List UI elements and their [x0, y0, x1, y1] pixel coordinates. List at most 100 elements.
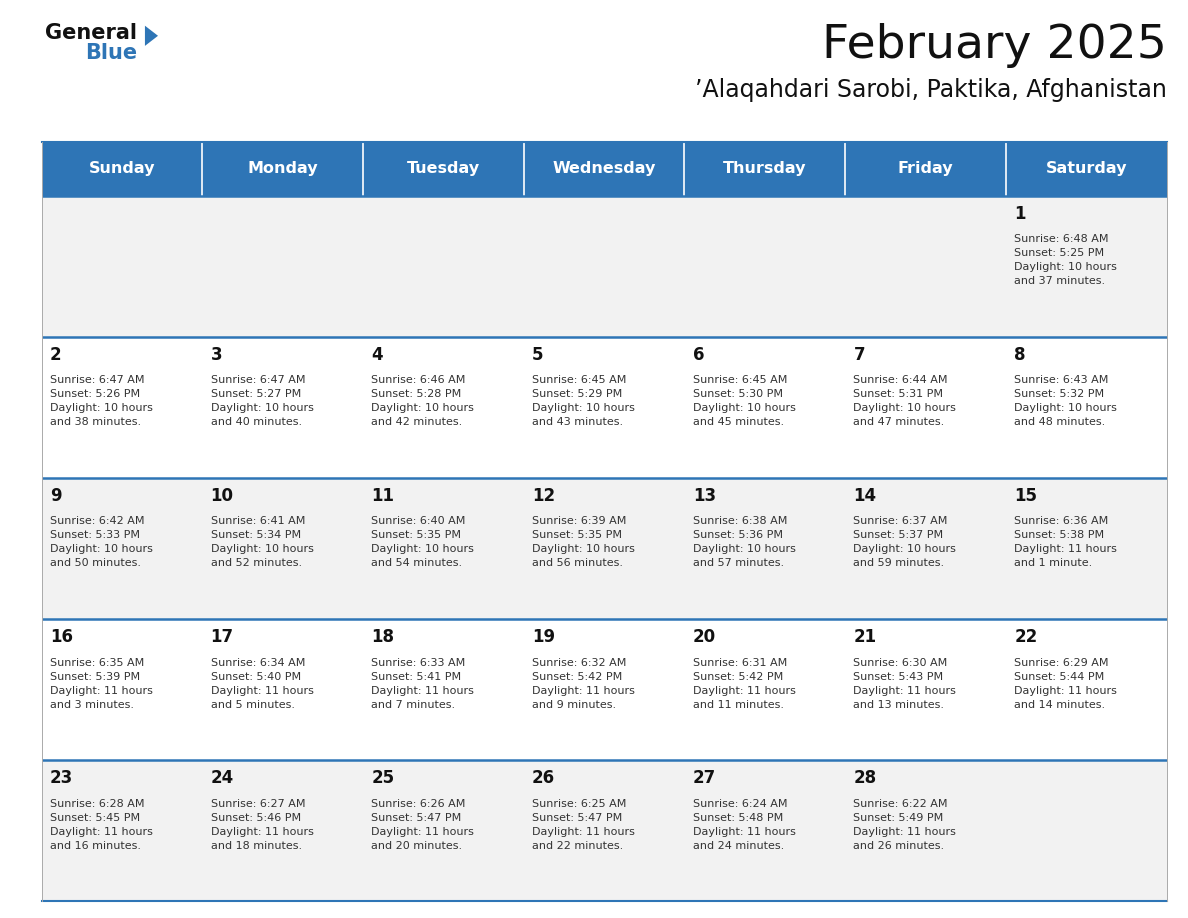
Bar: [1006, 337, 1167, 478]
Text: Sunrise: 6:28 AM
Sunset: 5:45 PM
Daylight: 11 hours
and 16 minutes.: Sunrise: 6:28 AM Sunset: 5:45 PM Dayligh…: [50, 799, 153, 851]
Text: 27: 27: [693, 769, 716, 788]
Text: 16: 16: [50, 628, 72, 646]
Bar: [524, 337, 684, 478]
Bar: [524, 478, 684, 619]
Text: 19: 19: [532, 628, 555, 646]
Text: 3: 3: [210, 346, 222, 364]
Text: Sunrise: 6:37 AM
Sunset: 5:37 PM
Daylight: 10 hours
and 59 minutes.: Sunrise: 6:37 AM Sunset: 5:37 PM Dayligh…: [853, 517, 956, 568]
Text: 18: 18: [372, 628, 394, 646]
Text: Sunrise: 6:30 AM
Sunset: 5:43 PM
Daylight: 11 hours
and 13 minutes.: Sunrise: 6:30 AM Sunset: 5:43 PM Dayligh…: [853, 657, 956, 710]
Bar: [364, 337, 524, 478]
Bar: [524, 760, 684, 901]
Text: Sunrise: 6:31 AM
Sunset: 5:42 PM
Daylight: 11 hours
and 11 minutes.: Sunrise: 6:31 AM Sunset: 5:42 PM Dayligh…: [693, 657, 796, 710]
Text: 22: 22: [1015, 628, 1037, 646]
Text: 9: 9: [50, 487, 62, 505]
Text: Monday: Monday: [247, 162, 318, 176]
Bar: [845, 337, 1006, 478]
Text: Sunrise: 6:24 AM
Sunset: 5:48 PM
Daylight: 11 hours
and 24 minutes.: Sunrise: 6:24 AM Sunset: 5:48 PM Dayligh…: [693, 799, 796, 851]
Bar: [524, 196, 684, 337]
Text: Thursday: Thursday: [723, 162, 807, 176]
Bar: [684, 196, 845, 337]
Bar: [364, 196, 524, 337]
Text: Sunrise: 6:25 AM
Sunset: 5:47 PM
Daylight: 11 hours
and 22 minutes.: Sunrise: 6:25 AM Sunset: 5:47 PM Dayligh…: [532, 799, 634, 851]
Bar: [684, 337, 845, 478]
Bar: [202, 337, 364, 478]
Text: Sunrise: 6:45 AM
Sunset: 5:29 PM
Daylight: 10 hours
and 43 minutes.: Sunrise: 6:45 AM Sunset: 5:29 PM Dayligh…: [532, 375, 634, 427]
Text: 15: 15: [1015, 487, 1037, 505]
Bar: [42, 196, 202, 337]
Text: Sunrise: 6:47 AM
Sunset: 5:26 PM
Daylight: 10 hours
and 38 minutes.: Sunrise: 6:47 AM Sunset: 5:26 PM Dayligh…: [50, 375, 153, 427]
Bar: [42, 478, 202, 619]
Text: Sunrise: 6:38 AM
Sunset: 5:36 PM
Daylight: 10 hours
and 57 minutes.: Sunrise: 6:38 AM Sunset: 5:36 PM Dayligh…: [693, 517, 796, 568]
Bar: [42, 760, 202, 901]
Text: Sunrise: 6:34 AM
Sunset: 5:40 PM
Daylight: 11 hours
and 5 minutes.: Sunrise: 6:34 AM Sunset: 5:40 PM Dayligh…: [210, 657, 314, 710]
Bar: [684, 760, 845, 901]
Bar: [202, 196, 364, 337]
Bar: [202, 760, 364, 901]
Text: Sunrise: 6:33 AM
Sunset: 5:41 PM
Daylight: 11 hours
and 7 minutes.: Sunrise: 6:33 AM Sunset: 5:41 PM Dayligh…: [372, 657, 474, 710]
Text: ’Alaqahdari Sarobi, Paktika, Afghanistan: ’Alaqahdari Sarobi, Paktika, Afghanistan: [695, 78, 1167, 102]
Text: 23: 23: [50, 769, 74, 788]
Text: 20: 20: [693, 628, 716, 646]
Bar: [524, 142, 684, 196]
Bar: [1006, 619, 1167, 760]
Text: February 2025: February 2025: [822, 23, 1167, 68]
Bar: [364, 478, 524, 619]
Text: 7: 7: [853, 346, 865, 364]
Bar: [524, 619, 684, 760]
Bar: [202, 619, 364, 760]
Bar: [845, 760, 1006, 901]
Bar: [42, 142, 202, 196]
Text: 11: 11: [372, 487, 394, 505]
Text: 5: 5: [532, 346, 544, 364]
Text: General: General: [45, 23, 137, 43]
Text: Sunrise: 6:26 AM
Sunset: 5:47 PM
Daylight: 11 hours
and 20 minutes.: Sunrise: 6:26 AM Sunset: 5:47 PM Dayligh…: [372, 799, 474, 851]
Text: 2: 2: [50, 346, 62, 364]
Text: Friday: Friday: [898, 162, 953, 176]
Text: 28: 28: [853, 769, 877, 788]
Bar: [1006, 142, 1167, 196]
Bar: [845, 196, 1006, 337]
Text: Sunrise: 6:36 AM
Sunset: 5:38 PM
Daylight: 11 hours
and 1 minute.: Sunrise: 6:36 AM Sunset: 5:38 PM Dayligh…: [1015, 517, 1117, 568]
Text: 25: 25: [372, 769, 394, 788]
Text: 6: 6: [693, 346, 704, 364]
Text: Tuesday: Tuesday: [406, 162, 480, 176]
Bar: [42, 337, 202, 478]
Bar: [42, 619, 202, 760]
Bar: [202, 478, 364, 619]
Bar: [364, 619, 524, 760]
Text: Sunrise: 6:39 AM
Sunset: 5:35 PM
Daylight: 10 hours
and 56 minutes.: Sunrise: 6:39 AM Sunset: 5:35 PM Dayligh…: [532, 517, 634, 568]
Text: Sunrise: 6:27 AM
Sunset: 5:46 PM
Daylight: 11 hours
and 18 minutes.: Sunrise: 6:27 AM Sunset: 5:46 PM Dayligh…: [210, 799, 314, 851]
Text: Sunrise: 6:41 AM
Sunset: 5:34 PM
Daylight: 10 hours
and 52 minutes.: Sunrise: 6:41 AM Sunset: 5:34 PM Dayligh…: [210, 517, 314, 568]
Bar: [1006, 478, 1167, 619]
Text: 13: 13: [693, 487, 716, 505]
Bar: [364, 142, 524, 196]
Bar: [1006, 760, 1167, 901]
Polygon shape: [145, 26, 158, 46]
Text: 10: 10: [210, 487, 234, 505]
Text: 17: 17: [210, 628, 234, 646]
Text: Saturday: Saturday: [1045, 162, 1127, 176]
Bar: [1006, 196, 1167, 337]
Bar: [684, 142, 845, 196]
Text: 24: 24: [210, 769, 234, 788]
Text: Sunrise: 6:43 AM
Sunset: 5:32 PM
Daylight: 10 hours
and 48 minutes.: Sunrise: 6:43 AM Sunset: 5:32 PM Dayligh…: [1015, 375, 1117, 427]
Text: 26: 26: [532, 769, 555, 788]
Text: 4: 4: [372, 346, 383, 364]
Bar: [684, 619, 845, 760]
Text: Sunrise: 6:42 AM
Sunset: 5:33 PM
Daylight: 10 hours
and 50 minutes.: Sunrise: 6:42 AM Sunset: 5:33 PM Dayligh…: [50, 517, 153, 568]
Text: 12: 12: [532, 487, 555, 505]
Text: Sunrise: 6:45 AM
Sunset: 5:30 PM
Daylight: 10 hours
and 45 minutes.: Sunrise: 6:45 AM Sunset: 5:30 PM Dayligh…: [693, 375, 796, 427]
Text: 21: 21: [853, 628, 877, 646]
Text: 1: 1: [1015, 205, 1025, 223]
Text: Blue: Blue: [86, 43, 138, 63]
Bar: [364, 760, 524, 901]
Text: Sunday: Sunday: [89, 162, 156, 176]
Text: Sunrise: 6:29 AM
Sunset: 5:44 PM
Daylight: 11 hours
and 14 minutes.: Sunrise: 6:29 AM Sunset: 5:44 PM Dayligh…: [1015, 657, 1117, 710]
Text: Wednesday: Wednesday: [552, 162, 656, 176]
Bar: [845, 619, 1006, 760]
Text: 8: 8: [1015, 346, 1025, 364]
Text: 14: 14: [853, 487, 877, 505]
Bar: [684, 478, 845, 619]
Bar: [845, 478, 1006, 619]
